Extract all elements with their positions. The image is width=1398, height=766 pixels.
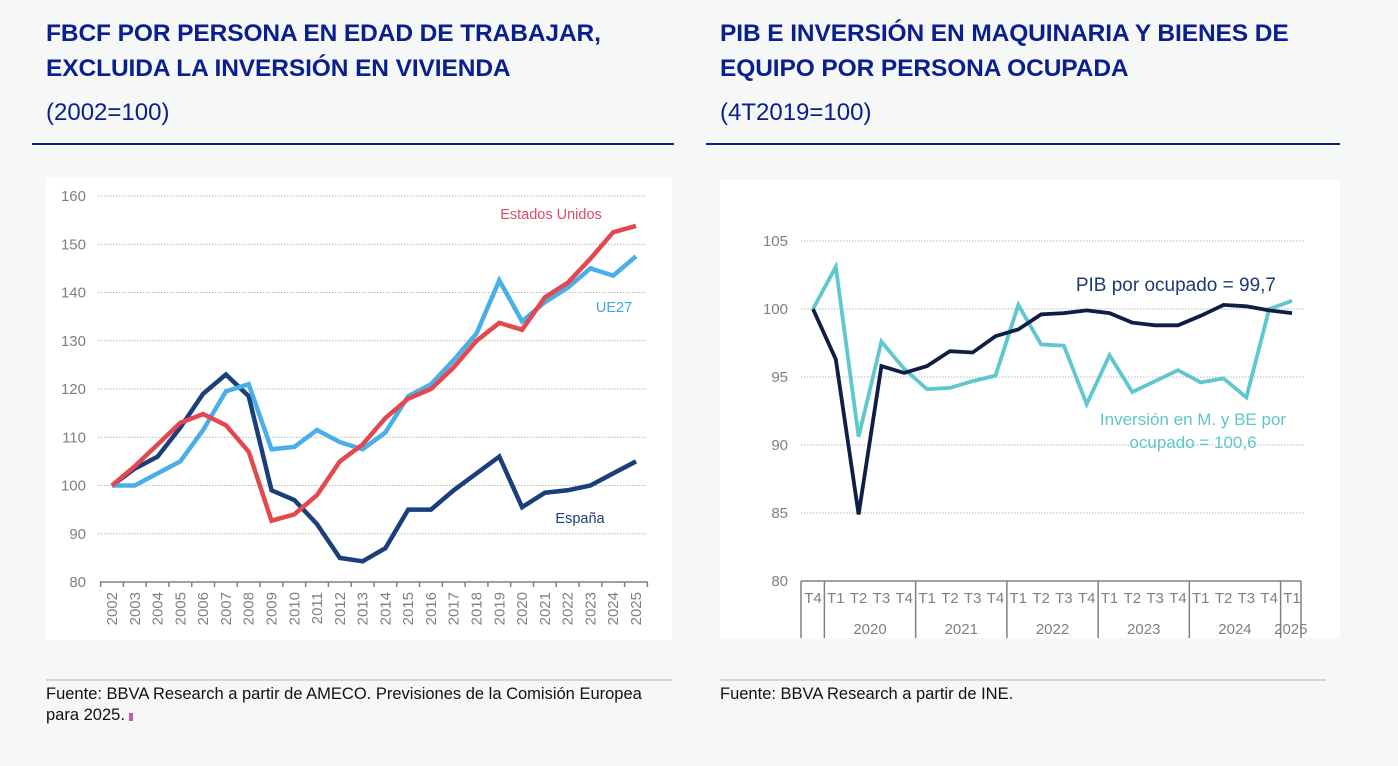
y-tick-label: 140 [61, 285, 86, 302]
y-tick-label: 85 [771, 505, 788, 522]
x-tick-label: 2018 [469, 592, 486, 625]
right-chart-area: 80 85 90 95 100 105 T4 T1 T2 T3 T4 T1 T2 T3 T4 T1 T2 T3 T4… [720, 180, 1340, 638]
series-line-estados-unidos [110, 223, 637, 524]
x-tick-label: 2013 [355, 592, 372, 625]
x-tick-label: 2007 [218, 592, 235, 625]
x-tick-label: T2 [941, 590, 959, 607]
y-tick-label: 100 [763, 301, 788, 318]
x-tick-label: 2002 [104, 592, 121, 625]
comment-marker-icon[interactable] [128, 713, 133, 721]
x-tick-label: 2011 [309, 592, 326, 624]
x-tick-label: T3 [873, 590, 891, 607]
x-tick-label: 2021 [537, 592, 554, 625]
x-tick-label: 2025 [628, 592, 645, 625]
x-tick-label: 2016 [423, 592, 440, 625]
left-source-divider [46, 679, 672, 681]
x-tick-label: T1 [1283, 590, 1301, 607]
x-tick-label: T3 [964, 590, 982, 607]
x-tick-label: 2014 [377, 592, 394, 625]
right-source-divider [720, 679, 1326, 681]
x-tick-label: 2012 [332, 592, 349, 625]
series-line-españa [110, 371, 638, 564]
y-tick-label: 90 [771, 437, 788, 454]
x-tick-label: 2006 [195, 592, 212, 625]
x-tick-label: 2020 [514, 592, 531, 625]
x-tick-label: 2003 [127, 592, 144, 625]
left-chart-area: 80 90 100 110 120 130 140 150 160 2002 2003 2004 200… [46, 178, 672, 640]
x-tick-label: 2010 [286, 592, 303, 625]
x-tick-label: 2022 [560, 592, 577, 625]
x-tick-label: T4 [895, 590, 913, 607]
y-tick-label: 110 [62, 429, 86, 446]
x-tick-label: T2 [1215, 590, 1233, 607]
x-tick-label: T1 [1101, 590, 1119, 607]
right-chart-title: PIB E INVERSIÓN EN MAQUINARIA Y BIENES D… [720, 20, 1289, 82]
left-source-text: Fuente: BBVA Research a partir de AMECO.… [46, 685, 642, 724]
left-chart-title: FBCF POR PERSONA EN EDAD DE TRABAJAR, EX… [46, 20, 601, 82]
series-label-inversion-line2: ocupado = 100,6 [1129, 433, 1256, 452]
x-tick-label: T4 [1078, 590, 1096, 607]
series-label-pib: PIB por ocupado = 99,7 [1076, 275, 1276, 296]
x-tick-label: T1 [1010, 590, 1028, 607]
right-title-divider [706, 143, 1340, 145]
x-tick-label: T4 [804, 590, 822, 607]
left-title-divider [32, 143, 674, 145]
x-tick-label: 2015 [400, 592, 417, 625]
x-tick-label: 2009 [263, 592, 280, 625]
x-tick-label: 2004 [150, 592, 167, 625]
right-chart-subtitle: (4T2019=100) [720, 99, 872, 126]
series-line-ue27 [112, 254, 638, 488]
y-tick-label: 105 [763, 233, 788, 250]
series-label-estados-unidos: Estados Unidos [500, 207, 602, 223]
series-line-inversion [811, 260, 1293, 438]
y-tick-label: 150 [61, 236, 86, 253]
right-source-note: Fuente: BBVA Research a partir de INE. [720, 685, 1014, 703]
x-year-label: 2022 [1036, 621, 1069, 638]
x-tick-label: T4 [1169, 590, 1187, 607]
left-source-note: Fuente: BBVA Research a partir de AMECO.… [46, 684, 666, 726]
x-year-label: 2024 [1218, 621, 1251, 638]
x-tick-label: 2023 [582, 592, 599, 625]
x-tick-label: T2 [1032, 590, 1050, 607]
x-tick-label: 2008 [241, 592, 258, 625]
series-label-ue27: UE27 [596, 300, 632, 316]
y-tick-label: 80 [771, 573, 788, 590]
x-tick-label: 2017 [446, 592, 463, 625]
x-tick-label: T3 [1238, 590, 1256, 607]
x-tick-label: T1 [1192, 590, 1210, 607]
series-line-pib [811, 302, 1293, 515]
x-tick-label: T4 [987, 590, 1005, 607]
left-line-chart: 80 90 100 110 120 130 140 150 160 2002 2003 2004 200… [61, 188, 649, 625]
x-tick-label: 2019 [491, 592, 508, 625]
series-label-inversion-line1: Inversión en M. y BE por [1100, 410, 1286, 429]
x-year-label: 2023 [1127, 621, 1160, 638]
y-tick-label: 120 [61, 381, 86, 398]
x-tick-label: T3 [1055, 590, 1073, 607]
x-tick-label: 2005 [172, 592, 189, 625]
y-tick-label: 130 [61, 333, 86, 350]
x-year-label: 2025 [1274, 621, 1307, 638]
x-tick-label: T1 [918, 590, 936, 607]
y-tick-label: 100 [61, 478, 86, 495]
series-label-espana: España [555, 511, 605, 527]
x-tick-label: T4 [1260, 590, 1278, 607]
y-tick-label: 160 [61, 188, 86, 205]
x-tick-label: T2 [850, 590, 868, 607]
x-tick-label: 2024 [605, 592, 622, 625]
x-tick-label: T1 [827, 590, 845, 607]
y-tick-label: 95 [771, 369, 788, 386]
y-tick-label: 90 [69, 526, 86, 543]
x-tick-label: T2 [1124, 590, 1142, 607]
x-tick-label: T3 [1146, 590, 1164, 607]
left-chart-subtitle: (2002=100) [46, 99, 170, 126]
y-tick-label: 80 [69, 574, 86, 591]
x-year-label: 2020 [853, 621, 886, 638]
x-year-label: 2021 [945, 621, 978, 638]
